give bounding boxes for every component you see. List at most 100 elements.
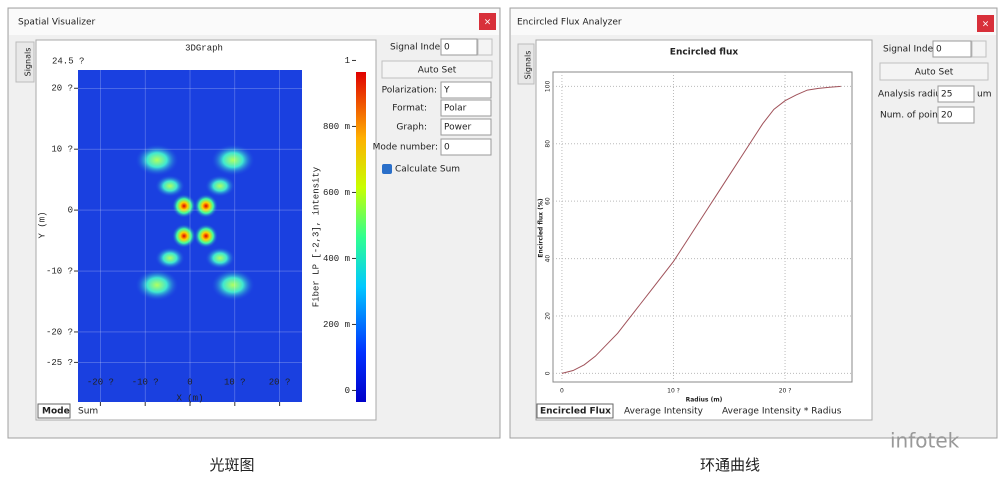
- caption: 光斑图: [209, 456, 254, 474]
- y-tick-label: 40: [545, 255, 552, 263]
- label: Signal Index:: [883, 45, 941, 55]
- label: Polarization:: [382, 86, 437, 96]
- tab[interactable]: [536, 403, 614, 419]
- lobe: [211, 269, 255, 301]
- y-tick-label: -10 ?: [46, 266, 73, 276]
- x-tick-label: 20 ?: [779, 388, 792, 395]
- x-tick-label: 20 ?: [269, 377, 291, 387]
- spinner[interactable]: [971, 40, 987, 58]
- checkbox-label: Calculate Sum: [395, 165, 460, 175]
- side-tab[interactable]: [15, 41, 35, 83]
- y-tick-label: 0: [68, 205, 73, 215]
- dropdown[interactable]: [440, 81, 492, 99]
- tab[interactable]: [37, 403, 71, 419]
- input[interactable]: [937, 85, 975, 103]
- dropdown-value: Y: [443, 86, 450, 96]
- y-tick-label: -20 ?: [46, 327, 73, 337]
- label: Signal Index:: [390, 43, 448, 53]
- x-tick-label: 10 ?: [667, 388, 680, 395]
- colorbar-tick-label: 800 m: [323, 122, 350, 132]
- y-tick-label: 10 ?: [51, 145, 73, 155]
- plot-area: [552, 71, 853, 383]
- input[interactable]: [440, 138, 492, 156]
- dropdown[interactable]: [440, 99, 492, 117]
- window-title: Spatial Visualizer: [18, 18, 95, 28]
- tab-label: Mode: [42, 407, 70, 417]
- close-icon: ×: [484, 18, 492, 28]
- y-tick-label: 60: [545, 197, 552, 205]
- side-tab[interactable]: [517, 43, 535, 85]
- colorbar-tick-label: 400 m: [323, 254, 350, 264]
- x-tick-label: 0: [560, 388, 564, 395]
- colorbar-tick-label: 0: [345, 386, 350, 396]
- max-label: 24.5 ?: [52, 56, 84, 66]
- spinner[interactable]: [477, 38, 493, 56]
- close-button[interactable]: [479, 13, 496, 30]
- lobe: [135, 144, 179, 176]
- flux-line: [561, 85, 841, 374]
- peak: [172, 224, 196, 248]
- button[interactable]: [381, 60, 493, 79]
- side-tab-label: Signals: [524, 51, 533, 80]
- spin-input[interactable]: [932, 40, 972, 58]
- intensity-pattern: [135, 144, 255, 301]
- input-value: 0: [444, 43, 450, 53]
- colorbar-tick-label: 200 m: [323, 320, 350, 330]
- tab-label: Encircled Flux: [540, 407, 611, 417]
- y-tick-label: 20 ?: [51, 84, 73, 94]
- label: Graph:: [396, 123, 427, 133]
- title-bar: [511, 9, 996, 35]
- input-value: 20: [941, 111, 953, 121]
- lobe: [135, 269, 179, 301]
- tab-label: Average Intensity: [624, 407, 704, 417]
- button-label: Auto Set: [915, 68, 954, 78]
- side-tab-label: Signals: [24, 48, 33, 77]
- peak: [194, 194, 218, 218]
- dropdown[interactable]: [440, 118, 492, 136]
- x-axis-label: Radius (m): [686, 397, 723, 404]
- y-tick-label: 100: [545, 80, 552, 92]
- label: Format:: [392, 104, 427, 114]
- lobe: [155, 175, 185, 197]
- y-tick-label: 0: [545, 371, 552, 375]
- x-tick-label: -10 ?: [132, 377, 159, 387]
- plot-title: 3DGraph: [185, 43, 223, 53]
- lobe: [205, 247, 235, 269]
- y-tick-label: 20: [545, 312, 552, 320]
- x-tick-label: 0: [187, 377, 192, 387]
- input[interactable]: [937, 106, 975, 124]
- colorbar-tick-label: 1: [345, 56, 350, 66]
- close-button[interactable]: [977, 15, 994, 32]
- plot-title: Encircled flux: [670, 48, 739, 58]
- input-value: 0: [444, 143, 450, 153]
- y-tick-label: 80: [545, 140, 552, 148]
- label: Num. of points: [880, 111, 946, 121]
- title-bar: [9, 9, 499, 35]
- x-tick-label: 10 ?: [224, 377, 246, 387]
- lobe: [155, 247, 185, 269]
- dropdown-value: Polar: [444, 104, 467, 114]
- close-icon: ×: [982, 20, 990, 30]
- peak: [194, 224, 218, 248]
- peak: [172, 194, 196, 218]
- input-value: 0: [936, 45, 942, 55]
- x-tick-label: -20 ?: [87, 377, 114, 387]
- tab-label: Sum: [78, 407, 98, 417]
- lobe: [211, 144, 255, 176]
- button[interactable]: [879, 62, 989, 81]
- colorbar: [356, 72, 366, 402]
- y-tick-label: -25 ?: [46, 358, 73, 368]
- tab-label: Average Intensity * Radius: [722, 407, 842, 417]
- label: Mode number:: [373, 143, 438, 153]
- lobe: [205, 175, 235, 197]
- spin-input[interactable]: [440, 38, 478, 56]
- button-label: Auto Set: [418, 66, 457, 76]
- y-axis-label: Encircled flux (%): [538, 198, 545, 257]
- colorbar-label: Fiber LP [-2,3], intensity: [311, 166, 321, 307]
- checkbox[interactable]: [382, 164, 392, 174]
- x-axis-label: X (m): [176, 393, 203, 403]
- unit: um: [977, 90, 991, 100]
- y-axis-label: Y (m): [37, 211, 47, 238]
- input-value: 25: [941, 90, 952, 100]
